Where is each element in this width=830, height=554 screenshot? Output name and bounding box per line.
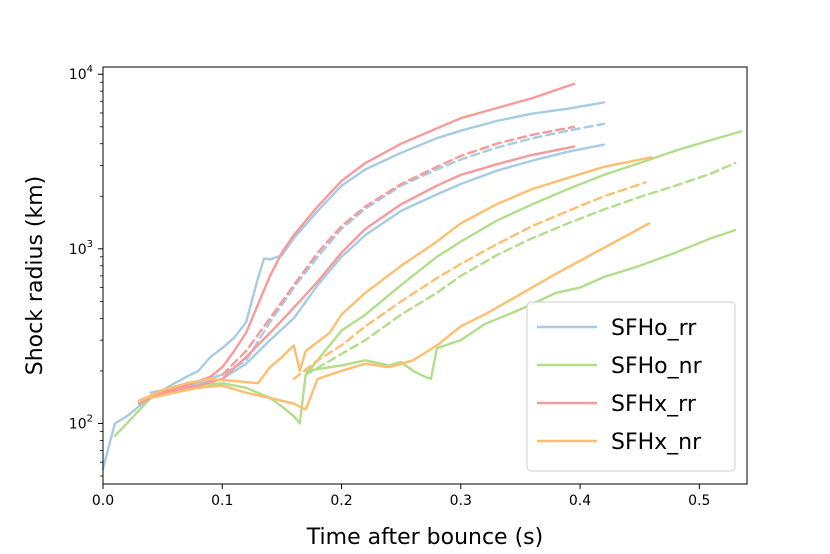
series-line-sfhx-rr-8 (161, 145, 576, 394)
legend-label: SFHo_rr (611, 316, 697, 341)
series-line-sfho-nr-4 (304, 161, 737, 376)
x-tick-label: 0.0 (92, 493, 114, 509)
series-line-sfhx-nr-10 (292, 181, 647, 381)
legend-label: SFHx_rr (611, 392, 697, 417)
legend-box (526, 301, 736, 472)
series-line-sfho-rr-1 (173, 122, 606, 389)
y-axis-label: Shock radius (km) (23, 176, 48, 376)
y-tick-label: 104 (69, 64, 93, 83)
x-axis-label: Time after bounce (s) (306, 525, 543, 550)
legend-label: SFHo_nr (611, 354, 703, 379)
legend-label: SFHx_nr (611, 430, 702, 455)
series-line-sfhx-rr-7 (221, 125, 576, 376)
x-tick-label: 0.1 (211, 493, 233, 509)
legend: SFHo_rr SFHo_nr SFHx_rr SFHx_nr (526, 301, 736, 472)
series-line-sfho-nr-5 (304, 228, 737, 381)
series-line-sfhx-nr-9 (137, 155, 653, 402)
y-tick-label: 103 (69, 239, 93, 258)
x-tick-label: 0.5 (688, 493, 710, 509)
series-line-sfhx-nr-11 (149, 222, 651, 411)
x-axis: 0.0 0.1 0.2 0.3 0.4 0.5 (92, 484, 710, 509)
y-tick-label: 102 (69, 413, 93, 432)
series-layer (101, 82, 743, 470)
y-axis: 102 103 104 (69, 64, 103, 477)
x-tick-label: 0.3 (450, 493, 472, 509)
series-line-sfhx-rr-6 (137, 82, 576, 405)
x-tick-label: 0.2 (330, 493, 352, 509)
x-tick-label: 0.4 (569, 493, 591, 509)
